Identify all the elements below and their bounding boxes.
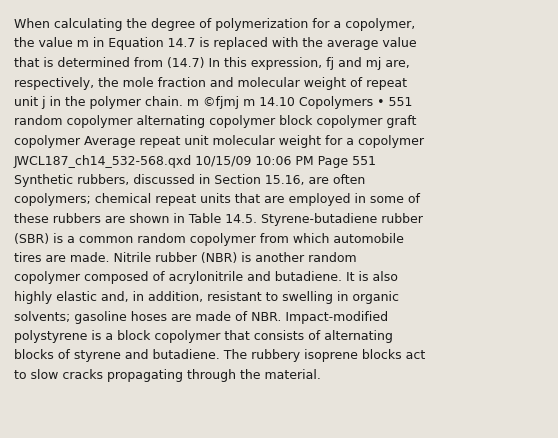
Text: to slow cracks propagating through the material.: to slow cracks propagating through the m… (14, 368, 321, 381)
Text: random copolymer alternating copolymer block copolymer graft: random copolymer alternating copolymer b… (14, 115, 416, 128)
Text: polystyrene is a block copolymer that consists of alternating: polystyrene is a block copolymer that co… (14, 329, 393, 342)
Text: When calculating the degree of polymerization for a copolymer,: When calculating the degree of polymeriz… (14, 18, 415, 31)
Text: copolymer Average repeat unit molecular weight for a copolymer: copolymer Average repeat unit molecular … (14, 135, 424, 148)
Text: solvents; gasoline hoses are made of NBR. Impact-modified: solvents; gasoline hoses are made of NBR… (14, 310, 388, 323)
Text: tires are made. Nitrile rubber (NBR) is another random: tires are made. Nitrile rubber (NBR) is … (14, 251, 357, 265)
Text: the value m in Equation 14.7 is replaced with the average value: the value m in Equation 14.7 is replaced… (14, 37, 417, 50)
Text: unit j in the polymer chain. m ©fjmj m 14.10 Copolymers • 551: unit j in the polymer chain. m ©fjmj m 1… (14, 96, 412, 109)
Text: Synthetic rubbers, discussed in Section 15.16, are often: Synthetic rubbers, discussed in Section … (14, 173, 365, 187)
Text: highly elastic and, in addition, resistant to swelling in organic: highly elastic and, in addition, resista… (14, 290, 399, 303)
Text: copolymers; chemical repeat units that are employed in some of: copolymers; chemical repeat units that a… (14, 193, 420, 206)
Text: that is determined from (14.7) In this expression, fj and mj are,: that is determined from (14.7) In this e… (14, 57, 410, 70)
Text: respectively, the mole fraction and molecular weight of repeat: respectively, the mole fraction and mole… (14, 76, 407, 89)
Text: blocks of styrene and butadiene. The rubbery isoprene blocks act: blocks of styrene and butadiene. The rub… (14, 349, 425, 362)
Text: (SBR) is a common random copolymer from which automobile: (SBR) is a common random copolymer from … (14, 232, 404, 245)
Text: JWCL187_ch14_532-568.qxd 10/15/09 10:06 PM Page 551: JWCL187_ch14_532-568.qxd 10/15/09 10:06 … (14, 154, 377, 167)
Text: these rubbers are shown in Table 14.5. Styrene-butadiene rubber: these rubbers are shown in Table 14.5. S… (14, 212, 423, 226)
Text: copolymer composed of acrylonitrile and butadiene. It is also: copolymer composed of acrylonitrile and … (14, 271, 398, 284)
